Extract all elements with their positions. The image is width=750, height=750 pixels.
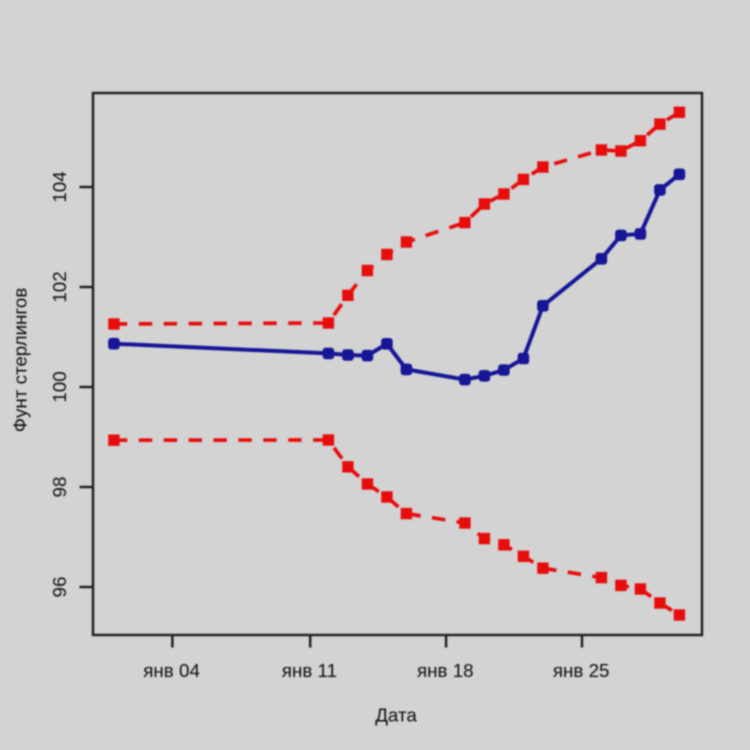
svg-text:104: 104 xyxy=(49,171,70,202)
svg-text:Фунт стерлингов: Фунт стерлингов xyxy=(10,288,31,433)
svg-text:янв 11: янв 11 xyxy=(282,660,337,681)
svg-text:96: 96 xyxy=(49,577,70,598)
svg-text:Дата: Дата xyxy=(375,705,417,726)
svg-text:янв 18: янв 18 xyxy=(417,660,474,681)
svg-text:102: 102 xyxy=(49,271,70,302)
svg-text:янв 25: янв 25 xyxy=(553,660,610,681)
svg-text:100: 100 xyxy=(49,371,70,402)
svg-text:98: 98 xyxy=(49,477,70,498)
svg-text:янв 04: янв 04 xyxy=(143,660,200,681)
